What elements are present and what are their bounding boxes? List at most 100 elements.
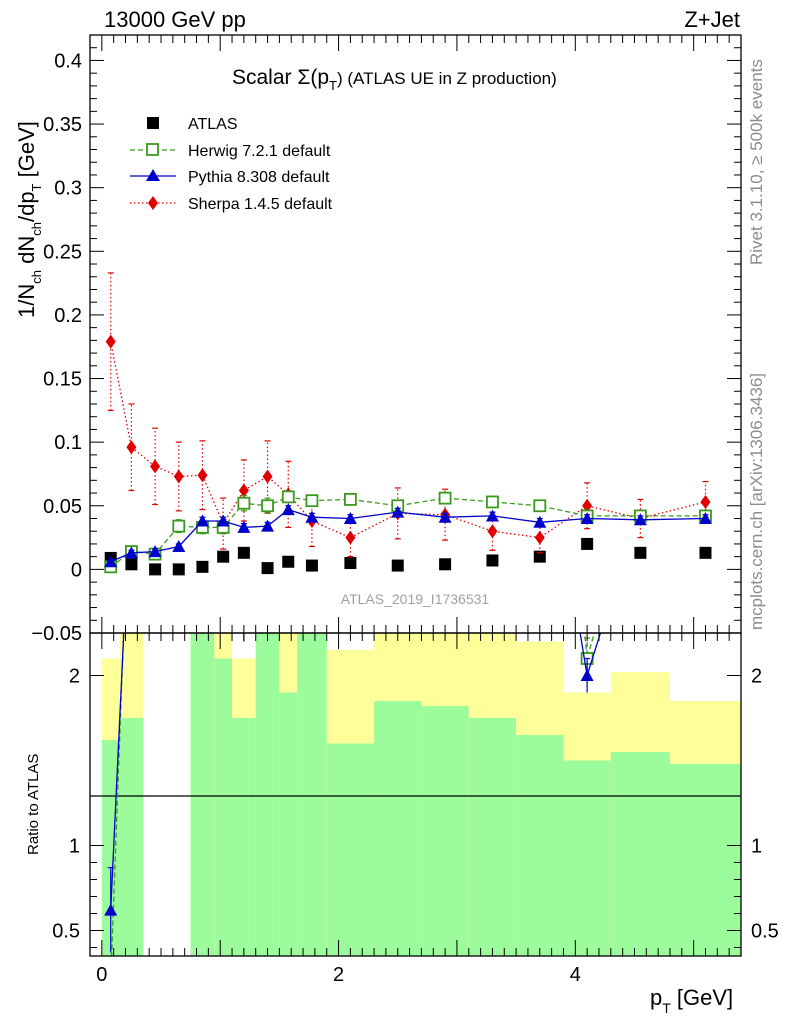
pythia-ratio-point	[237, 584, 250, 596]
atlas-point	[439, 558, 452, 571]
ratio-axis-label: Ratio to ATLAS	[25, 754, 42, 855]
y-tick-label: 0.3	[54, 178, 82, 200]
sherpa-point	[487, 524, 498, 539]
legend-pythia-label: Pythia 8.308 default	[188, 169, 330, 186]
y-axis-label: 1/Nch dNch/dpT [GeV]	[14, 121, 44, 318]
tick-labels: −0.05 0 0.05 0.1 0.15 0.2 0.25 0.3 0.35 0.4 0 2 4 0.5…	[31, 50, 778, 986]
band-green-bin	[468, 718, 517, 956]
herwig-point	[486, 495, 499, 509]
band-green-bin	[232, 718, 256, 956]
atlas-point	[125, 558, 138, 571]
pythia-ratio-point	[533, 380, 546, 392]
rivet-label: Rivet 3.1.10, ≥ 500k events	[747, 59, 766, 265]
legend-herwig-marker	[146, 143, 159, 156]
ratio-bands	[101, 633, 741, 956]
y-tick-label: −0.05	[31, 623, 82, 645]
legend-atlas-label: ATLAS	[188, 116, 238, 133]
band-green-bin	[374, 701, 422, 956]
ratio-tick-label-left: 0.5	[52, 921, 80, 943]
pythia-point	[305, 510, 319, 523]
ratio-frame	[89, 632, 742, 957]
pythia-ratio-point	[699, 482, 712, 494]
y-tick-label: 0.15	[43, 369, 82, 391]
pythia-point	[237, 520, 251, 533]
legend-sherpa-label: Sherpa 1.4.5 default	[188, 196, 333, 213]
pythia-ratio-line	[579, 633, 602, 676]
atlas-point	[196, 560, 209, 573]
band-green-bin	[610, 752, 670, 956]
atlas-point	[282, 555, 295, 568]
sherpa-point	[197, 468, 208, 483]
ratio-series	[104, 0, 712, 956]
band-green-bin	[421, 706, 469, 956]
pythia-ratio-point	[125, 465, 138, 477]
sherpa-point	[582, 498, 593, 513]
sherpa-point	[126, 440, 137, 455]
legend-pythia-marker	[146, 169, 160, 181]
atlas-point	[237, 546, 250, 559]
herwig-point	[343, 493, 357, 506]
pythia-point	[391, 505, 405, 518]
pythia-point	[580, 511, 594, 524]
atlas-point	[533, 550, 546, 563]
herwig-point	[172, 519, 186, 533]
pythia-ratio-point	[580, 669, 594, 681]
pythia-point	[533, 515, 547, 528]
main-series	[104, 272, 712, 576]
pythia-point	[343, 511, 357, 524]
sherpa-point	[534, 530, 545, 545]
atlas-point	[581, 537, 594, 550]
pythia-point	[195, 514, 209, 527]
x-axis-label: pT [GeV]	[650, 985, 733, 1016]
atlas-point	[149, 563, 162, 576]
band-green-bin	[297, 633, 327, 956]
ratio-tick-label-left: 1	[69, 836, 80, 858]
pythia-point	[148, 545, 162, 558]
band-green-bin	[669, 763, 741, 956]
chart-title: Scalar Σ(pT) (ATLAS UE in Z production)	[232, 66, 557, 93]
pythia-point	[216, 514, 230, 527]
sherpa-point	[345, 530, 356, 545]
herwig-point	[237, 496, 251, 510]
sherpa-line	[110, 341, 706, 539]
y-tick-label: 0	[71, 559, 82, 581]
atlas-point	[634, 546, 647, 559]
ratio-tick-label-right: 1	[751, 836, 762, 858]
atlas-point	[172, 563, 185, 576]
x-tick-label: 2	[333, 964, 344, 986]
pythia-point	[124, 546, 138, 559]
ratio-tick-label-right: 2	[751, 666, 762, 688]
y-tick-label: 0.35	[43, 114, 82, 136]
legend-herwig-label: Herwig 7.2.1 default	[188, 143, 331, 160]
sherpa-point	[105, 334, 116, 349]
sherpa-point	[700, 494, 711, 509]
y-tick-label: 0.1	[54, 432, 82, 454]
y-tick-label: 0.2	[54, 305, 82, 327]
legend-sherpa-marker	[148, 196, 158, 210]
pythia-point	[485, 509, 499, 522]
herwig-ratio-point	[238, 330, 249, 341]
y-tick-label: 0.05	[43, 496, 82, 518]
atlas-point	[344, 557, 357, 570]
band-green-bin	[255, 633, 280, 956]
pythia-ratio-point	[486, 0, 499, 1]
herwig-point	[438, 491, 452, 505]
sherpa-point	[238, 483, 249, 498]
band-green-bin	[190, 633, 215, 956]
band-green-bin	[326, 743, 375, 956]
analysis-watermark: ATLAS_2019_I1736531	[341, 591, 490, 607]
band-green-bin	[101, 740, 120, 956]
atlas-point	[391, 559, 404, 572]
band-green-bin	[214, 658, 233, 956]
pythia-ratio-line	[110, 633, 125, 911]
x-tick-label: 0	[96, 964, 107, 986]
herwig-point	[261, 499, 274, 513]
atlas-point	[261, 562, 274, 575]
header-energy: 13000 GeV pp	[104, 7, 246, 32]
herwig-ratio-line	[584, 633, 596, 659]
band-green-bin	[516, 735, 564, 956]
pythia-point	[438, 510, 452, 523]
y-tick-label: 0.25	[43, 241, 82, 263]
legend: ATLAS Herwig 7.2.1 default Pythia 8.308 …	[130, 116, 333, 213]
